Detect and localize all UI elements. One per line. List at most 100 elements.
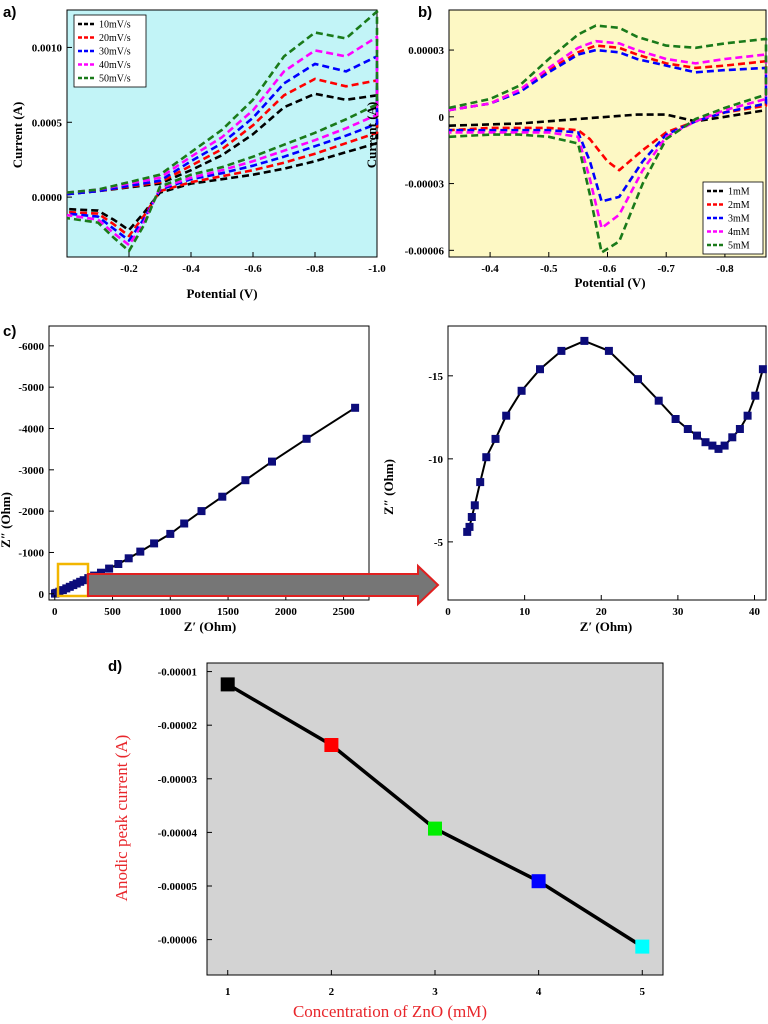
y-tick-label: -0.00003 — [405, 179, 445, 191]
data-point — [693, 431, 701, 440]
data-point — [491, 434, 500, 443]
data-point — [324, 738, 339, 752]
y-tick-label: -15 — [428, 371, 443, 383]
data-point — [720, 441, 729, 450]
series-line-2mM — [448, 44, 768, 172]
legend-entry: 30mV/s — [99, 47, 131, 58]
legend-entry: 2mM — [728, 200, 750, 211]
data-point — [476, 478, 485, 487]
y-tick-label: 0 — [439, 112, 445, 124]
x-tick-label: 0 — [52, 606, 58, 618]
data-point — [150, 539, 159, 548]
x-tick-label: 20 — [596, 606, 608, 618]
y-tick-label: -5000 — [18, 382, 44, 394]
data-point — [683, 425, 692, 433]
data-point — [218, 492, 227, 501]
panel-a-chart: a) Potential (V) Current (A) -0.2 -0.4 -0.… — [3, 4, 386, 301]
x-tick-label: 1000 — [159, 606, 182, 618]
panel-d-plot-background — [206, 662, 664, 976]
legend-entry: 10mV/s — [99, 20, 131, 31]
series-line-30mV/s — [66, 55, 379, 242]
series-line-3mM — [448, 48, 768, 203]
x-tick-label: 500 — [104, 606, 121, 618]
legend-entry: 5mM — [728, 241, 750, 252]
panel-c-chart: c) Z′ (Ohm) Z″ (Ohm) 0 500 1000 1500 2000 250… — [0, 323, 440, 634]
y-tick-label: -0.00001 — [158, 667, 197, 679]
series-line-10mV/s — [66, 92, 379, 232]
data-point — [428, 821, 442, 836]
y-tick-label: -5 — [434, 537, 444, 549]
x-tick-label: -0.8 — [306, 263, 324, 275]
y-tick-label: -0.00003 — [158, 774, 198, 786]
x-tick-label: 1 — [225, 986, 231, 998]
data-point — [241, 476, 250, 485]
data-point — [136, 547, 145, 556]
panel-c-x-axis-title: Z′ (Ohm) — [184, 619, 236, 634]
panel-a-y-axis-title: Current (A) — [10, 102, 25, 169]
zoom-arrow — [87, 563, 440, 607]
data-point — [635, 939, 650, 954]
data-point — [197, 507, 206, 516]
data-point — [634, 375, 642, 384]
legend-entry: 3mM — [728, 214, 750, 225]
data-point — [502, 411, 511, 420]
data-point — [467, 513, 476, 521]
x-tick-label: -0.8 — [716, 263, 734, 275]
series-line-40mV/s — [66, 35, 379, 247]
panel-c-plot-area — [48, 325, 370, 601]
panel-c-label: c) — [3, 323, 16, 340]
data-point — [268, 457, 276, 466]
data-point — [463, 527, 472, 536]
panel-c-y-axis-title: Z″ (Ohm) — [0, 492, 13, 548]
data-point — [470, 501, 479, 510]
series-line-4mM — [448, 39, 768, 230]
x-tick-label: 5 — [640, 986, 646, 998]
data-point — [536, 365, 544, 374]
data-point — [743, 411, 752, 420]
data-point — [557, 346, 566, 355]
panel-c-inset-chart: Z′ (Ohm) Z″ (Ohm) 0 10 20 30 40 -5 -10 -15 — [381, 325, 767, 634]
x-tick-label: 30 — [672, 606, 684, 618]
y-tick-label: -0.00005 — [158, 881, 198, 893]
data-point — [728, 433, 737, 442]
data-point — [220, 677, 235, 692]
x-tick-label: -0.6 — [599, 263, 617, 275]
y-tick-label: -0.00006 — [158, 935, 198, 947]
y-tick-label: -3000 — [18, 465, 44, 477]
x-tick-label: 10 — [519, 606, 531, 618]
x-tick-label: -0.7 — [657, 263, 675, 275]
panel-d-y-axis-title: Anodic peak current (A) — [112, 735, 131, 902]
data-point — [114, 560, 123, 568]
series-line-20mV/s — [66, 77, 379, 238]
y-tick-label: -0.00002 — [158, 720, 198, 732]
x-tick-label: 2000 — [275, 606, 298, 618]
legend-box — [702, 181, 764, 255]
x-tick-label: 2 — [329, 986, 335, 998]
panel-a-label: a) — [3, 4, 16, 21]
x-tick-label: 2500 — [333, 606, 356, 618]
y-tick-label: 0.0010 — [32, 42, 63, 54]
data-point — [751, 391, 760, 400]
x-tick-label: -0.5 — [540, 263, 558, 275]
data-point — [465, 522, 474, 531]
legend-entry: 1mM — [728, 187, 750, 198]
panel-b-chart: b) Potential (V) Current (A) -0.4 -0.5 -0.… — [364, 4, 768, 290]
y-tick-label: -6000 — [18, 341, 44, 353]
y-tick-label: 0.0000 — [32, 192, 63, 204]
panel-c-inset-y-axis-title: Z″ (Ohm) — [381, 459, 396, 515]
y-tick-label: -0.00004 — [158, 827, 198, 839]
data-point — [604, 346, 613, 355]
series-line-1mM — [448, 108, 767, 127]
data-point — [531, 874, 546, 889]
data-point — [671, 415, 680, 423]
panel-c-inset-plot-area — [447, 325, 767, 601]
y-tick-label: 0.00003 — [408, 45, 444, 57]
panel-c-inset-x-axis-title: Z′ (Ohm) — [580, 619, 632, 634]
series-line-50mV/s — [66, 10, 379, 253]
data-point — [79, 576, 88, 585]
legend-entry: 40mV/s — [99, 60, 131, 71]
data-point — [105, 564, 114, 573]
panel-b-x-axis-title: Potential (V) — [574, 275, 645, 290]
y-tick-label: -1000 — [18, 547, 44, 559]
